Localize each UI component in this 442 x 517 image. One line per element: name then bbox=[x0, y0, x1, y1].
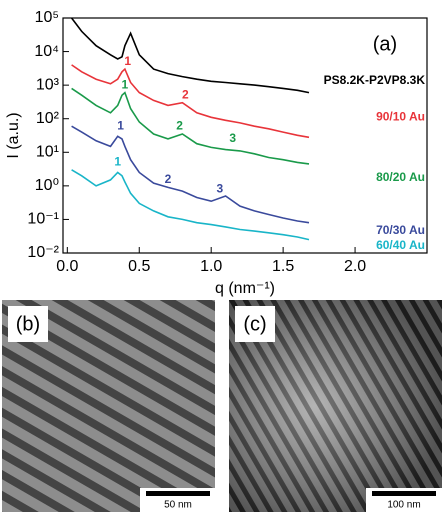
plot-frame bbox=[62, 17, 428, 254]
y-tick-label: 10² bbox=[36, 110, 60, 127]
x-tick-label: 1.0 bbox=[200, 258, 222, 275]
peak-label: 3 bbox=[216, 181, 223, 195]
peak-label: 2 bbox=[165, 172, 172, 186]
y-tick-label: 10³ bbox=[36, 76, 60, 93]
series-line bbox=[70, 17, 310, 94]
x-tick-label: 1.5 bbox=[272, 258, 294, 275]
peak-label: 1 bbox=[114, 155, 121, 169]
peak-label: 2 bbox=[176, 118, 183, 132]
y-axis-label: I (a.u.) bbox=[5, 112, 22, 158]
series-line bbox=[71, 87, 310, 165]
series-label: 60/40 Au bbox=[376, 238, 425, 252]
x-tick-label: 0.5 bbox=[128, 258, 150, 275]
panel-c: (c) 100 nm bbox=[229, 300, 442, 512]
peak-label: 1 bbox=[117, 118, 124, 132]
panel-label: (b) bbox=[16, 313, 40, 335]
scale-label: 100 nm bbox=[387, 500, 420, 511]
chart: 0.0 0.5 1.0 1.5 2.0 10⁻² 10⁻¹ 10⁰ 10¹ 10² 10³ 10⁴ 10… bbox=[5, 9, 428, 297]
scale-label: 50 nm bbox=[164, 500, 192, 511]
series-label: 70/30 Au bbox=[376, 223, 425, 237]
x-axis-label: q (nm⁻¹) bbox=[215, 280, 275, 297]
y-tick-label: 10⁰ bbox=[35, 177, 59, 194]
y-tick-label: 10⁻¹ bbox=[27, 211, 59, 228]
x-tick-label: 0.0 bbox=[56, 258, 78, 275]
peak-label: 3 bbox=[229, 131, 236, 145]
series-line bbox=[71, 169, 310, 241]
series-label: 90/10 Au bbox=[376, 109, 425, 123]
panel-label: (c) bbox=[243, 313, 266, 335]
series-line bbox=[71, 64, 310, 139]
series-label: PS8.2K-P2VP8.3K bbox=[324, 73, 426, 87]
y-tick-label: 10⁻² bbox=[27, 244, 59, 261]
series-label: 80/20 Au bbox=[376, 170, 425, 184]
y-tick-label: 10¹ bbox=[36, 144, 59, 161]
x-tick-label: 2.0 bbox=[344, 258, 366, 275]
peak-label: 2 bbox=[182, 87, 189, 101]
chart-title: (a) bbox=[373, 33, 397, 55]
series-line bbox=[71, 125, 310, 224]
y-tick-label: 10⁴ bbox=[34, 43, 59, 60]
label-box bbox=[8, 306, 48, 342]
scale-bar bbox=[372, 491, 436, 496]
label-box bbox=[235, 306, 275, 342]
scale-bar bbox=[146, 491, 210, 496]
panel-b: (b) 50 nm bbox=[2, 300, 216, 512]
peak-label: 1 bbox=[122, 77, 129, 91]
y-tick-label: 10⁵ bbox=[35, 9, 59, 26]
peak-label: 1 bbox=[124, 54, 131, 68]
